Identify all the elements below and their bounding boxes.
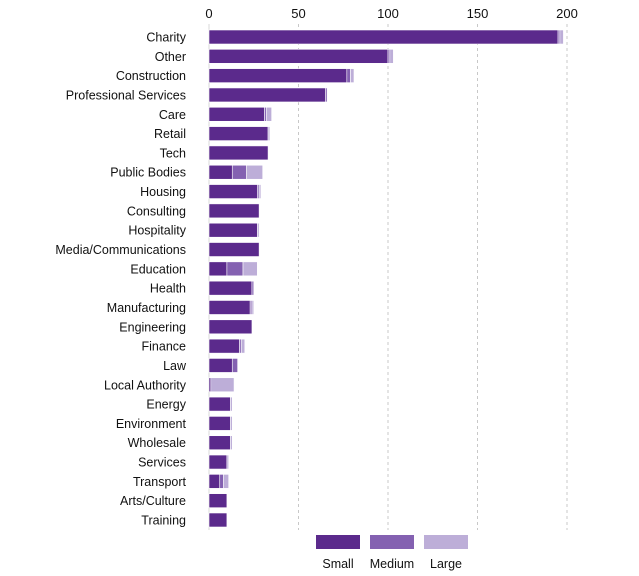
x-tick-label: 200 [556, 6, 578, 21]
bar-segment [208, 164, 233, 180]
bars [208, 29, 564, 528]
legend-label: Medium [370, 557, 414, 571]
bar-segment [208, 68, 348, 83]
category-label: Charity [146, 31, 186, 45]
x-tick-label: 100 [377, 6, 399, 21]
category-label: Consulting [127, 204, 186, 218]
bar-segment [231, 164, 247, 180]
bar-segment [251, 300, 255, 315]
category-label: Media/Communications [55, 243, 186, 257]
bar-segment [223, 474, 229, 489]
bar-segment [257, 222, 260, 238]
bar-segment [226, 454, 229, 470]
bar-segment [230, 416, 233, 431]
legend-swatch [316, 535, 360, 549]
bar-segment [208, 106, 265, 122]
bar-segment [208, 203, 260, 219]
bar-segment [208, 145, 269, 161]
bar-segment [230, 396, 233, 412]
bar-segment [208, 49, 389, 64]
category-label: Law [163, 359, 187, 373]
bar-segment [208, 396, 231, 412]
bar-segment [208, 126, 269, 141]
bar-segment [231, 358, 238, 373]
category-label: Environment [116, 417, 187, 431]
bar-segment [346, 68, 351, 83]
bar-segment [208, 435, 231, 451]
bar-segment [240, 338, 246, 354]
category-label: Care [159, 108, 186, 122]
category-label: Other [155, 50, 186, 64]
bar-segment [208, 87, 326, 103]
bar-segment [559, 29, 564, 45]
category-label: Arts/Culture [120, 494, 186, 508]
bar-segment [325, 87, 328, 103]
bar-segment [265, 106, 272, 122]
category-label: Finance [142, 340, 187, 354]
legend: Small Medium Large [316, 535, 468, 571]
bar-segment [226, 261, 244, 277]
bar-segment [208, 261, 228, 277]
category-label: Transport [133, 475, 187, 489]
category-label: Engineering [119, 320, 186, 334]
bar-segment [251, 280, 255, 296]
category-label: Wholesale [128, 436, 186, 450]
legend-label: Large [430, 557, 462, 571]
category-label: Retail [154, 127, 186, 141]
category-label: Training [141, 514, 186, 528]
bar-segment [208, 512, 228, 528]
bar-segment [246, 164, 263, 180]
bar-segment [208, 416, 231, 431]
category-label: Public Bodies [110, 166, 186, 180]
legend-swatch [370, 535, 414, 549]
bar-segment [210, 377, 235, 393]
legend-swatch [424, 535, 468, 549]
bar-segment [350, 68, 355, 83]
bar-segment [208, 454, 228, 470]
bar-segment [208, 29, 559, 45]
category-labels: Charity Other Construction Professional Ser… [55, 31, 187, 528]
x-tick-label: 0 [205, 6, 212, 21]
category-label: Manufacturing [107, 301, 186, 315]
category-label: Housing [140, 185, 186, 199]
bar-segment [389, 49, 394, 64]
bar-segment [242, 261, 258, 277]
category-label: Health [150, 282, 186, 296]
category-label: Services [138, 456, 186, 470]
bar-segment [208, 242, 260, 257]
x-tick-label: 150 [467, 6, 489, 21]
legend-label: Small [322, 557, 353, 571]
bar-segment [208, 300, 251, 315]
category-label: Hospitality [128, 224, 186, 238]
bar-segment [208, 474, 221, 489]
bar-segment [208, 319, 253, 335]
bar-segment [208, 338, 240, 354]
x-tick-label: 50 [291, 6, 305, 21]
category-label: Tech [160, 146, 186, 160]
category-label: Education [130, 262, 186, 276]
bar-segment [267, 126, 271, 141]
category-label: Professional Services [66, 88, 186, 102]
category-label: Energy [146, 398, 186, 412]
bar-segment [230, 435, 233, 451]
bar-segment [208, 280, 253, 296]
category-label: Local Authority [104, 378, 187, 392]
x-axis-ticks: 0 50 100 150 200 [205, 6, 577, 21]
bar-segment [208, 184, 258, 199]
bar-segment [208, 358, 233, 373]
bar-segment [208, 222, 258, 238]
bar-segment [208, 493, 228, 508]
category-label: Construction [116, 69, 186, 83]
bar-segment [219, 474, 224, 489]
bar-segment [258, 184, 262, 199]
